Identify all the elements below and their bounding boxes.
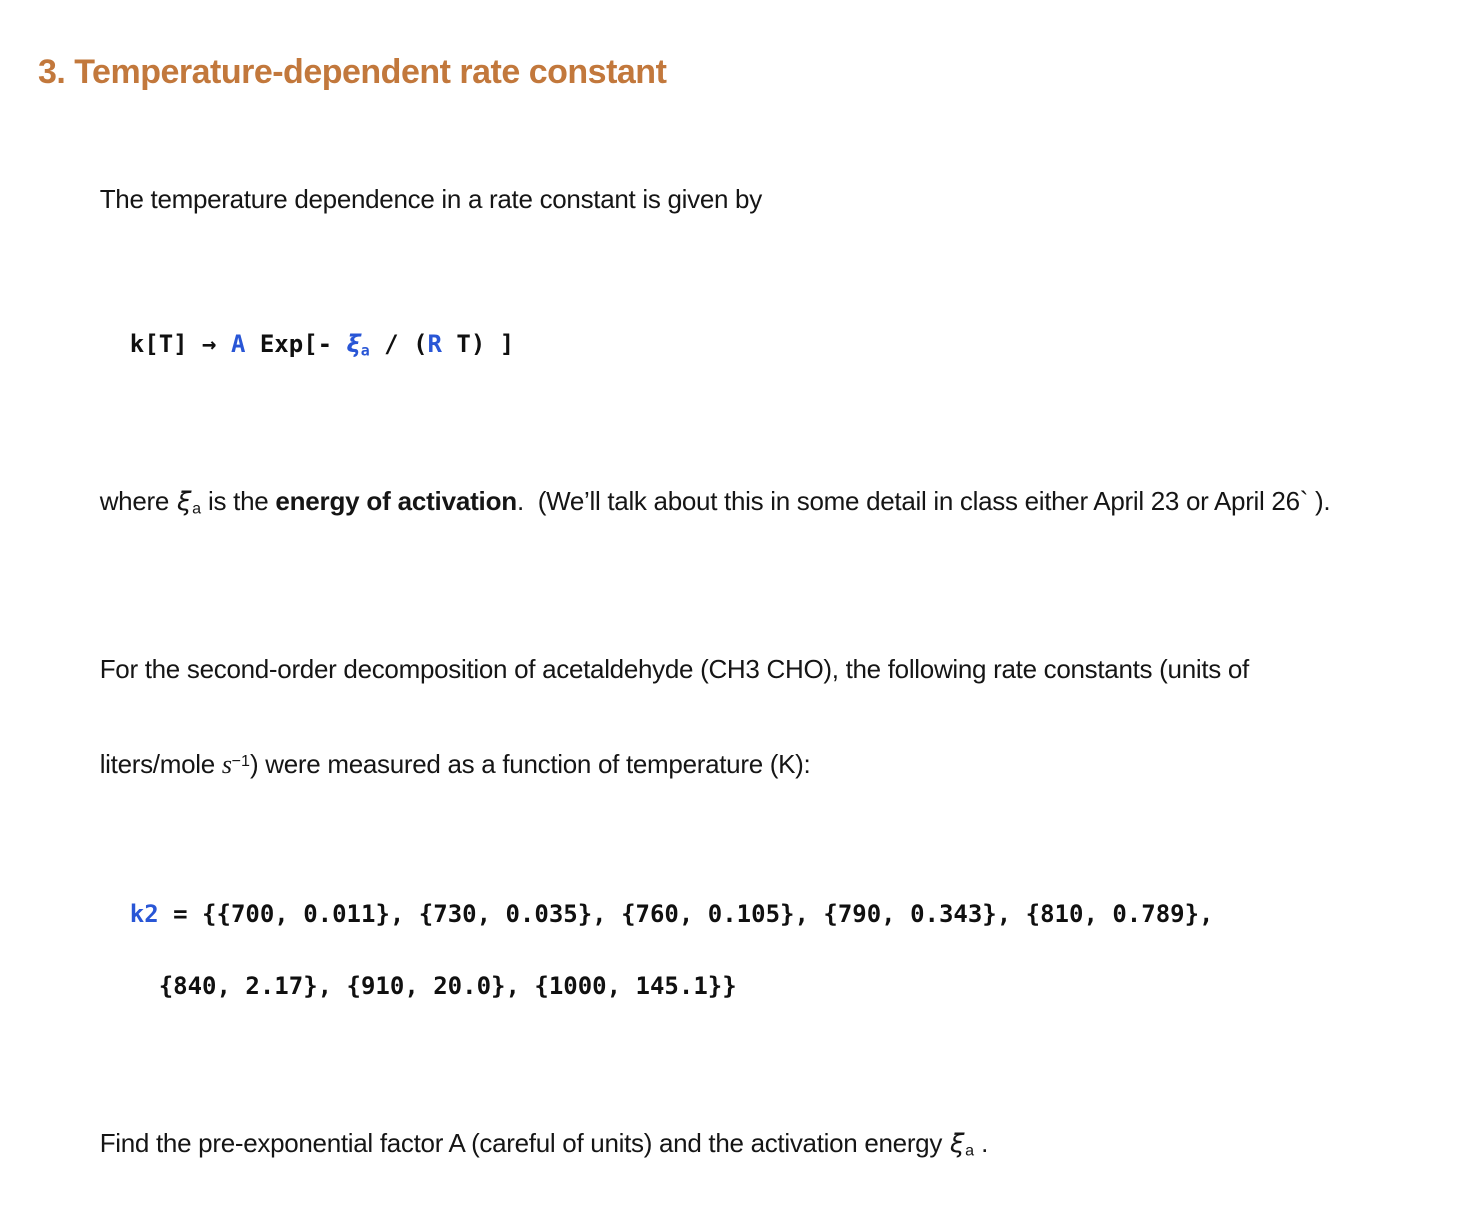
- code-cell-rate-expression[interactable]: k[T] → A Exp[- ξa / (R T) ]: [72, 290, 1440, 404]
- code-close: T) ]: [441, 330, 515, 358]
- para-rates-line1: For the second-order decomposition of ac…: [99, 653, 1250, 684]
- para-rates-line2-post: ) were measured as a function of tempera…: [250, 748, 811, 779]
- energy-symbol-subscript: a: [965, 1141, 975, 1160]
- code-cell-k2-data[interactable]: k2 = {{700, 0.011}, {730, 0.035}, {760, …: [72, 860, 1440, 1040]
- energy-symbol: ξ: [949, 1128, 965, 1159]
- code-divider: / (: [369, 330, 428, 358]
- para-where[interactable]: where ξa is the energy of activation. (W…: [72, 432, 1440, 578]
- para-find-prefix: Find the pre-exponential factor A (caref…: [99, 1127, 949, 1158]
- energy-symbol: ξ: [346, 330, 361, 358]
- para-where-suffix: . (We’ll talk about this in some detail …: [516, 486, 1331, 517]
- bold-emphasis: energy of activation: [275, 486, 517, 517]
- symbol-R: R: [427, 330, 442, 358]
- para-intro-text: The temperature dependence in a rate con…: [99, 184, 763, 214]
- para-where-prefix: where: [99, 486, 176, 517]
- para-intro[interactable]: The temperature dependence in a rate con…: [72, 130, 1440, 268]
- energy-symbol-subscript: a: [360, 341, 370, 360]
- code-k2-line1: = {{700, 0.011}, {730, 0.035}, {760, 0.1…: [158, 899, 1214, 928]
- unit-seconds-symbol: s: [221, 749, 232, 779]
- energy-symbol-subscript: a: [192, 499, 202, 518]
- para-find-suffix: .: [974, 1127, 988, 1158]
- symbol-A: A: [230, 330, 246, 358]
- code-exp-open: Exp[-: [245, 330, 347, 358]
- code-k2-line2: {840, 2.17}, {910, 20.0}, {1000, 145.1}}: [129, 971, 737, 1000]
- para-where-mid: is the: [201, 486, 276, 517]
- para-rate-data[interactable]: For the second-order decomposition of ac…: [72, 600, 1440, 834]
- energy-symbol: ξ: [176, 487, 192, 518]
- rule-arrow: →: [202, 330, 231, 358]
- section-heading[interactable]: 3. Temperature-dependent rate constant: [38, 53, 667, 91]
- superscript-exponent: −1: [231, 751, 251, 770]
- para-rates-line2-pre: liters/mole: [99, 748, 222, 779]
- para-find[interactable]: Find the pre-exponential factor A (caref…: [72, 1074, 1440, 1219]
- symbol-k2: k2: [129, 899, 159, 928]
- code-lhs: k[T]: [129, 330, 203, 358]
